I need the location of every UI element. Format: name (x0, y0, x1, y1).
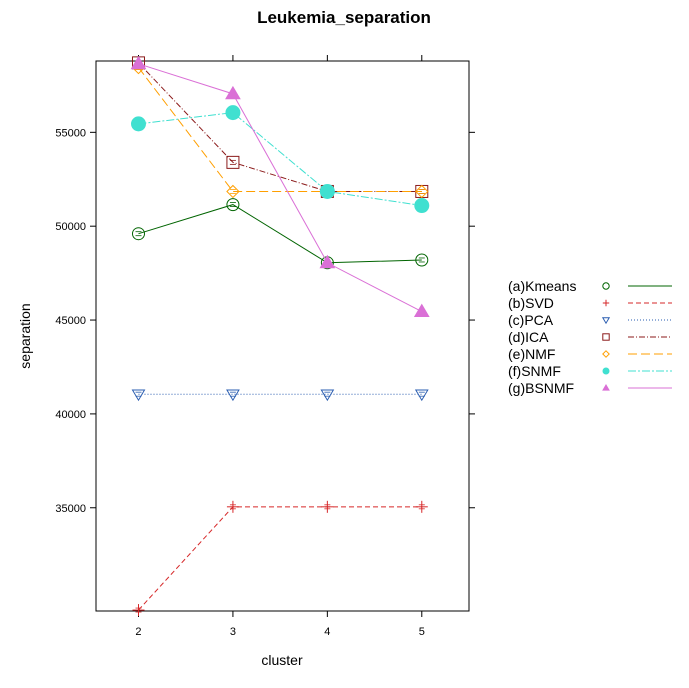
series-7 (130, 55, 430, 317)
data-point (320, 389, 335, 402)
legend-marker (602, 367, 610, 375)
series-3 (131, 389, 429, 402)
legend-label: (c)PCA (508, 312, 554, 328)
legend-label: (a)Kmeans (508, 278, 576, 294)
data-point (319, 254, 336, 269)
legend-marker (601, 317, 611, 325)
data-point (319, 183, 335, 199)
x-axis-title: cluster (261, 652, 303, 668)
series-2 (132, 500, 428, 617)
data-point (131, 389, 146, 402)
data-point (225, 85, 241, 100)
series-5 (131, 60, 429, 199)
series-line (138, 112, 422, 207)
legend-label: (b)SVD (508, 295, 554, 311)
chart-title: Leukemia_separation (257, 8, 431, 27)
data-point (130, 116, 146, 132)
series-line (138, 62, 422, 192)
plot-frame (95, 60, 470, 612)
data-point (130, 55, 147, 70)
data-point (415, 500, 428, 513)
x-tick-label: 2 (135, 626, 141, 638)
legend-marker (602, 333, 610, 341)
data-point (226, 500, 239, 513)
data-point (226, 184, 240, 199)
series-6 (130, 105, 430, 214)
series-line (138, 63, 423, 313)
series-line (138, 506, 422, 611)
y-tick-label: 50000 (55, 221, 86, 233)
data-point (226, 155, 240, 169)
data-point (415, 253, 429, 267)
data-point (226, 389, 240, 402)
data-point (414, 198, 430, 214)
series-4 (131, 56, 429, 198)
y-tick-label: 55000 (55, 127, 86, 139)
y-axis-title: separation (17, 303, 33, 368)
x-tick-label: 3 (230, 626, 236, 638)
data-point (414, 389, 429, 402)
data-point (413, 303, 430, 317)
axis-ticks: 2 3 4 5 35000 40000 45000 50000 55000 (55, 55, 475, 638)
data-point (226, 198, 240, 212)
legend-label: (f)SNMF (508, 363, 561, 379)
data-point (225, 105, 241, 121)
series-line (138, 204, 422, 264)
legend-marker (602, 384, 610, 391)
legend-marker (602, 299, 610, 307)
data-point (131, 227, 145, 241)
legend: (a)Kmeans(b)SVD(c)PCA(d)ICA(e)NMF(f)SNMF… (508, 278, 672, 396)
y-tick-label: 40000 (55, 409, 86, 421)
legend-label: (d)ICA (508, 329, 549, 345)
series-layer (130, 55, 430, 617)
data-point (321, 500, 334, 513)
legend-marker (602, 350, 610, 358)
legend-label: (g)BSNMF (508, 380, 574, 396)
series-1 (131, 198, 429, 270)
data-point (132, 604, 145, 617)
series-line (138, 67, 422, 192)
y-tick-label: 45000 (55, 315, 86, 327)
x-tick-label: 4 (324, 626, 330, 638)
legend-label: (e)NMF (508, 346, 555, 362)
legend-marker (602, 282, 610, 290)
data-point (415, 184, 429, 199)
x-tick-label: 5 (419, 626, 425, 638)
y-tick-label: 35000 (55, 503, 86, 515)
